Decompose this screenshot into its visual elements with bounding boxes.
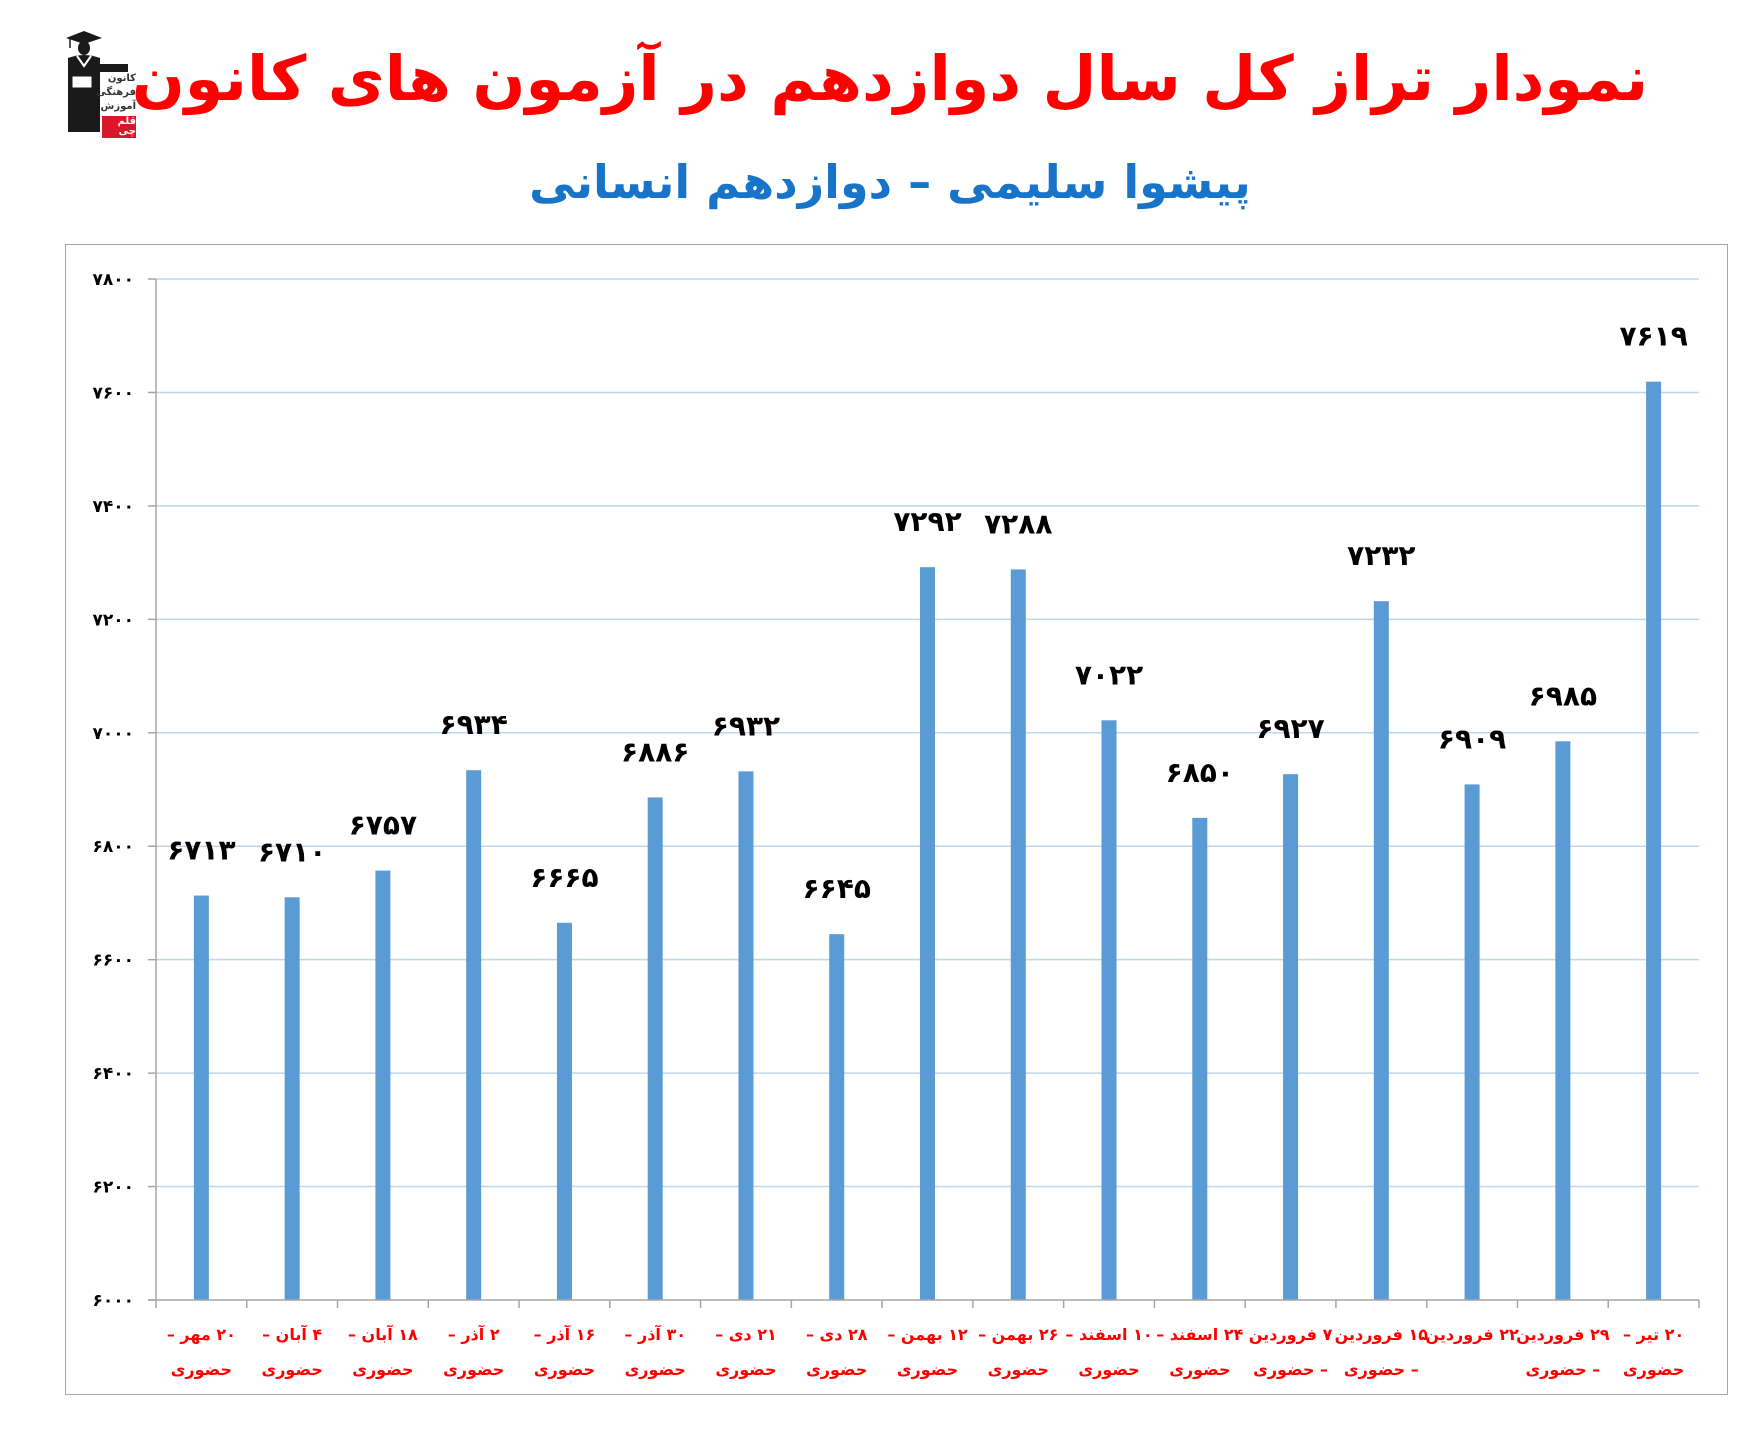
- bar-value-label: ۷۶۱۹: [1619, 320, 1687, 353]
- x-category-label: حضوری: [262, 1360, 323, 1379]
- bar-value-label: ۶۹۳۴: [439, 708, 507, 741]
- x-category-label: حضوری: [443, 1360, 504, 1379]
- x-category-label: ۴ آبان –: [262, 1324, 322, 1344]
- x-category-label: ۱۲ بهمن –: [887, 1325, 968, 1344]
- x-category-label: حضوری: [988, 1360, 1049, 1379]
- chart-subtitle: پیشوا سلیمی – دوازدهم انسانی: [529, 155, 1251, 209]
- bar-value-label: ۷۲۳۲: [1347, 539, 1415, 572]
- bar: [1373, 601, 1389, 1300]
- bar: [375, 870, 391, 1300]
- bar: [738, 771, 754, 1300]
- x-category-label: ۱۵ فروردین: [1335, 1325, 1429, 1344]
- x-category-label: حضوری: [1078, 1360, 1139, 1379]
- chart-title: نمودار تراز کل سال دوازدهم در آزمون های …: [131, 42, 1649, 115]
- bar-value-label: ۶۷۱۳: [167, 834, 235, 867]
- bar-value-label: ۶۶۴۵: [803, 872, 871, 905]
- bar-value-label: ۷۲۸۸: [984, 507, 1052, 540]
- bar-value-label: ۶۹۸۵: [1529, 679, 1597, 712]
- x-category-label: حضوری: [1169, 1360, 1230, 1379]
- x-category-label: – حضوری: [1525, 1360, 1600, 1379]
- y-tick-label: ۷۲۰۰: [92, 610, 134, 630]
- x-category-label: حضوری: [806, 1360, 867, 1379]
- x-category-label: حضوری: [715, 1360, 776, 1379]
- bar-value-label: ۷۲۹۲: [893, 505, 961, 538]
- logo-line: فرهنگی: [96, 87, 136, 98]
- x-category-label: ۲۹ فروردین: [1516, 1325, 1610, 1344]
- bar-value-label: ۶۹۰۹: [1438, 722, 1506, 755]
- x-category-label: ۲ آذر –: [448, 1324, 500, 1344]
- x-category-label: حضوری: [897, 1360, 958, 1379]
- x-category-label: – حضوری: [1253, 1360, 1328, 1379]
- bar: [1283, 774, 1299, 1300]
- x-category-label: حضوری: [534, 1360, 595, 1379]
- x-category-label: ۲۶ بهمن –: [978, 1325, 1058, 1344]
- y-tick-label: ۶۴۰۰: [92, 1064, 134, 1084]
- x-category-label: ۲۸ دی –: [806, 1325, 868, 1344]
- x-category-label: ۲۰ تیر –: [1623, 1325, 1684, 1344]
- x-category-label: حضوری: [171, 1360, 232, 1379]
- bar: [1464, 784, 1480, 1300]
- x-category-label: حضوری: [352, 1360, 413, 1379]
- x-category-label: حضوری: [625, 1360, 686, 1379]
- chart-area: [65, 244, 1728, 1395]
- x-category-label: – حضوری: [1344, 1360, 1419, 1379]
- bar: [1555, 741, 1571, 1300]
- bar: [1101, 720, 1117, 1300]
- y-tick-label: ۶۲۰۰: [92, 1178, 134, 1198]
- y-tick-label: ۶۶۰۰: [92, 951, 134, 971]
- kanoon-logo: کانون فرهنگی آموزش قلم چی: [58, 28, 138, 138]
- logo-line: آموزش: [100, 101, 136, 112]
- x-category-label: ۱۰ اسفند –: [1065, 1325, 1152, 1344]
- y-tick-label: ۷۶۰۰: [92, 383, 134, 403]
- bar-series: ۶۷۱۳ ۶۷۱۰ ۶۷۵۷ ۶۹۳۴ ۶۶۶۵ ۶۸۸۶ ۶۹۳۲ ۶۶۴۵ ۷۲۹۲ ۷۲۸۸…: [167, 320, 1688, 1300]
- x-category-label: ۳۰ آذر –: [624, 1324, 686, 1344]
- bar-value-label: ۶۷۵۷: [349, 809, 417, 842]
- y-axis: ۶۰۰۰ ۶۲۰۰ ۶۴۰۰ ۶۶۰۰ ۶۸۰۰ ۷۰۰۰ ۷۲۰۰ ۷۴۰۰ ۷۶۰۰ ۷۸۰۰: [92, 270, 157, 1311]
- x-axis: ۲۰ مهر – حضوری ۴ آبان – حضوری ۱۸ آبان – حضوری…: [148, 1299, 1700, 1379]
- bar-value-label: ۶۸۸۶: [621, 735, 689, 768]
- y-tick-label: ۶۸۰۰: [92, 837, 134, 857]
- y-tick-label: ۶۰۰۰: [92, 1291, 134, 1311]
- y-tick-label: ۷۴۰۰: [92, 497, 134, 517]
- bar-value-label: ۶۷۱۰: [258, 835, 326, 868]
- bar: [193, 895, 209, 1300]
- x-category-label: حضوری: [1623, 1360, 1684, 1379]
- x-category-label: ۲۴ اسفند –: [1156, 1325, 1243, 1344]
- x-category-label: ۲۰ مهر –: [167, 1325, 236, 1344]
- bar: [829, 934, 845, 1300]
- y-tick-label: ۷۸۰۰: [92, 270, 134, 290]
- x-category-label: ۲۲ فروردین: [1425, 1325, 1519, 1344]
- bar-value-label: ۶۶۶۵: [530, 861, 598, 894]
- bar: [466, 770, 482, 1300]
- logo-line: قلم چی: [102, 116, 136, 138]
- bar: [1192, 817, 1208, 1300]
- bar: [920, 567, 935, 1300]
- bar-value-label: ۶۹۲۷: [1256, 712, 1324, 745]
- y-tick-label: ۷۰۰۰: [92, 724, 134, 744]
- bar: [556, 922, 572, 1300]
- x-category-label: ۲۱ دی –: [715, 1325, 777, 1344]
- bar: [1010, 569, 1026, 1300]
- bar: [1646, 381, 1662, 1300]
- bar-value-label: ۶۹۳۲: [712, 709, 780, 742]
- bar-value-label: ۷۰۲۲: [1075, 658, 1143, 691]
- bar: [284, 897, 300, 1300]
- bar-value-label: ۶۸۵۰: [1166, 756, 1234, 789]
- x-category-label: ۱۶ آذر –: [534, 1324, 596, 1344]
- x-category-label: ۱۸ آبان –: [348, 1324, 418, 1344]
- bar: [647, 797, 663, 1300]
- logo-line: کانون: [107, 73, 136, 84]
- x-category-label: ۷ فروردین: [1249, 1325, 1333, 1344]
